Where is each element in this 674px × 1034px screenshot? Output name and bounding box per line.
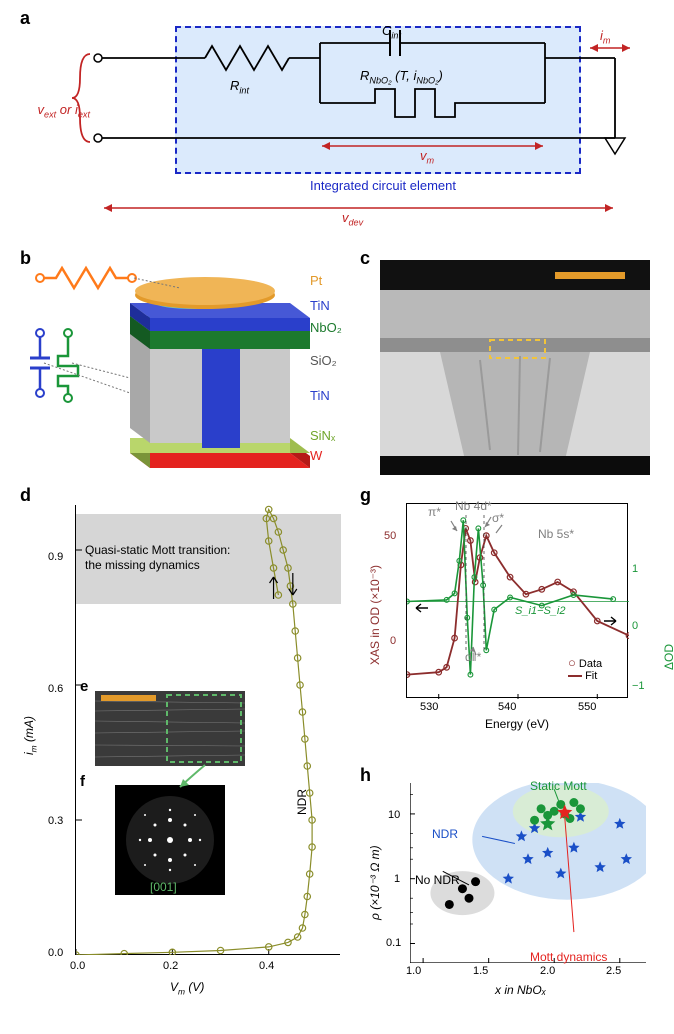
xas-yl0: 0 [390,635,396,647]
inset-e-svg [95,691,245,766]
label-cint: Cint [382,23,401,41]
iv-ytick-2: 0.6 [48,683,63,695]
label-integrated: Integrated circuit element [310,178,456,193]
panel-a: a [20,8,640,233]
iext-sub: ext [78,110,90,120]
xas-yr1: 0 [632,620,638,632]
iv-ytick-3: 0.9 [48,551,63,563]
panel-g: g 530 540 550 0 50 −1 0 1 Energy (eV) XA… [360,485,670,750]
sc-xt1: 1.5 [473,965,488,977]
tem-svg [380,260,650,475]
iv-yl-i: i [22,752,36,755]
inset-f-svg [115,785,225,895]
panel-label-c: c [360,248,370,269]
iv-xtick-1: 0.2 [163,960,178,972]
xas-yl-label: XAS in OD (×10⁻³) [368,565,382,665]
layer-sio2: SiO₂ [310,353,337,368]
leg-nondr: No NDR [415,873,460,887]
iv-ytick-1: 0.3 [48,815,63,827]
xas-xlabel: Energy (eV) [485,717,549,731]
xas-yr-label: ΔOD (×10⁻³) [662,631,674,670]
iv-yl-unit: (mA) [22,716,36,745]
iv-xl-unit: (V) [185,980,204,994]
xas-yl1: 50 [384,530,396,542]
layer-sinx: SiNₓ [310,428,335,443]
vext-or: or [60,102,75,117]
panel-label-e: e [80,678,88,695]
sc-xlabel: x in NbOₓ [495,983,546,997]
rnbo2-args: (T, i [392,68,417,83]
xas-xt1: 540 [498,701,516,713]
xas-xt0: 530 [420,701,438,713]
rnbo2-args2: NbO₂ [416,76,438,86]
vm-sub: m [427,156,435,166]
im-sub: m [603,36,611,46]
xas-yr2: 1 [632,563,638,575]
xas-yr0: −1 [632,680,645,692]
label-rnbo2: RNbO₂ (T, iNbO₂) [360,68,443,86]
panel-label-d: d [20,485,31,506]
panel-label-g: g [360,485,371,506]
iv-yl-sub: m [28,745,38,752]
xas-xt2: 550 [578,701,596,713]
rnbo2-close: ) [439,68,443,83]
rnbo2-sub: NbO₂ [369,76,391,86]
zone-axis: [001] [150,880,177,894]
iv-xl-sub: m [178,986,185,996]
iv-ylabel: im (mA) [22,716,38,755]
label-vdev: vdev [342,210,363,228]
leg-static: Static Mott [530,779,587,793]
layer-pt: Pt [310,273,322,288]
iv-ytick-0: 0.0 [48,947,63,959]
panel-d: d 0.0 0.2 0.4 0.0 0.3 0.6 0.9 Vm (V) im … [20,485,350,1025]
iv-xl-v: V [170,980,178,994]
iv-xtick-0: 0.0 [70,960,85,972]
label-vext: vext or iext [20,102,90,120]
layer-nbo2: NbO₂ [310,320,342,335]
rint-sub: int [239,86,249,96]
panel-label-h: h [360,765,371,786]
device-svg [20,258,350,478]
panel-h: h 1.0 1.5 2.0 2.5 0.1 1 10 x in NbOₓ ρ (… [360,765,670,1025]
vext-sub: ext [44,110,56,120]
cint-sub: int [391,31,401,41]
sc-yt0: 0.1 [386,937,401,949]
sc-ylabel: ρ (×10⁻³ Ω m) [368,845,382,920]
xas-arrows [406,503,628,698]
rnbo2-r: R [360,68,369,83]
sc-xt0: 1.0 [406,965,421,977]
vdev-sub: dev [349,218,364,228]
sc-xt2: 2.0 [540,965,555,977]
iv-xlabel: Vm (V) [170,980,204,996]
panel-b: b [20,248,350,478]
leg-dyn: Mott dynamics [530,950,607,964]
sc-xt3: 2.5 [606,965,621,977]
rint-r: R [230,78,239,93]
layer-tin2: TiN [310,388,330,403]
panel-label-f: f [80,773,85,790]
layer-tin1: TiN [310,298,330,313]
label-rint: Rint [230,78,249,96]
iv-xtick-2: 0.4 [259,960,274,972]
arrow-ef [175,763,215,793]
layer-w: W [310,448,322,463]
sc-yt1: 1 [394,873,400,885]
circuit-svg [20,8,660,233]
iv-ndr: NDR [295,789,309,815]
leg-ndr: NDR [432,827,458,841]
sc-yt2: 10 [388,809,400,821]
label-vm: vm [420,148,434,166]
panel-c: c [360,248,660,478]
cint-c: C [382,23,391,38]
label-im: im [600,28,610,46]
iv-note: Quasi-static Mott transition: the missin… [85,543,240,573]
